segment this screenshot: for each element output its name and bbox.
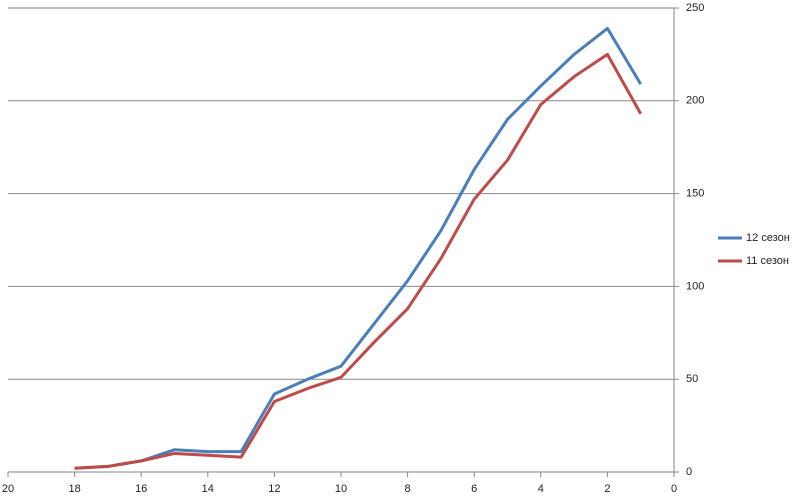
x-tick-label: 12 — [268, 483, 280, 495]
x-tick-label: 18 — [68, 483, 80, 495]
y-tick-label: 100 — [686, 280, 704, 292]
y-tick-label: 200 — [686, 95, 704, 107]
x-tick-label: 8 — [405, 483, 411, 495]
x-tick-label: 2 — [604, 483, 610, 495]
legend-label: 11 сезон — [746, 255, 789, 267]
legend-label: 12 сезон — [746, 232, 790, 244]
x-tick-label: 20 — [2, 483, 14, 495]
x-tick-label: 14 — [202, 483, 214, 495]
series-line — [74, 52, 643, 470]
y-tick-label: 150 — [686, 188, 704, 200]
x-tick-label: 10 — [335, 483, 347, 495]
y-tick-label: 250 — [686, 2, 704, 14]
y-tick-label: 50 — [686, 373, 698, 385]
x-tick-label: 16 — [135, 483, 147, 495]
x-tick-label: 4 — [538, 483, 544, 495]
y-tick-label: 0 — [686, 466, 692, 478]
series-line — [74, 26, 642, 470]
x-tick-label: 0 — [671, 483, 677, 495]
x-tick-label: 6 — [471, 483, 477, 495]
